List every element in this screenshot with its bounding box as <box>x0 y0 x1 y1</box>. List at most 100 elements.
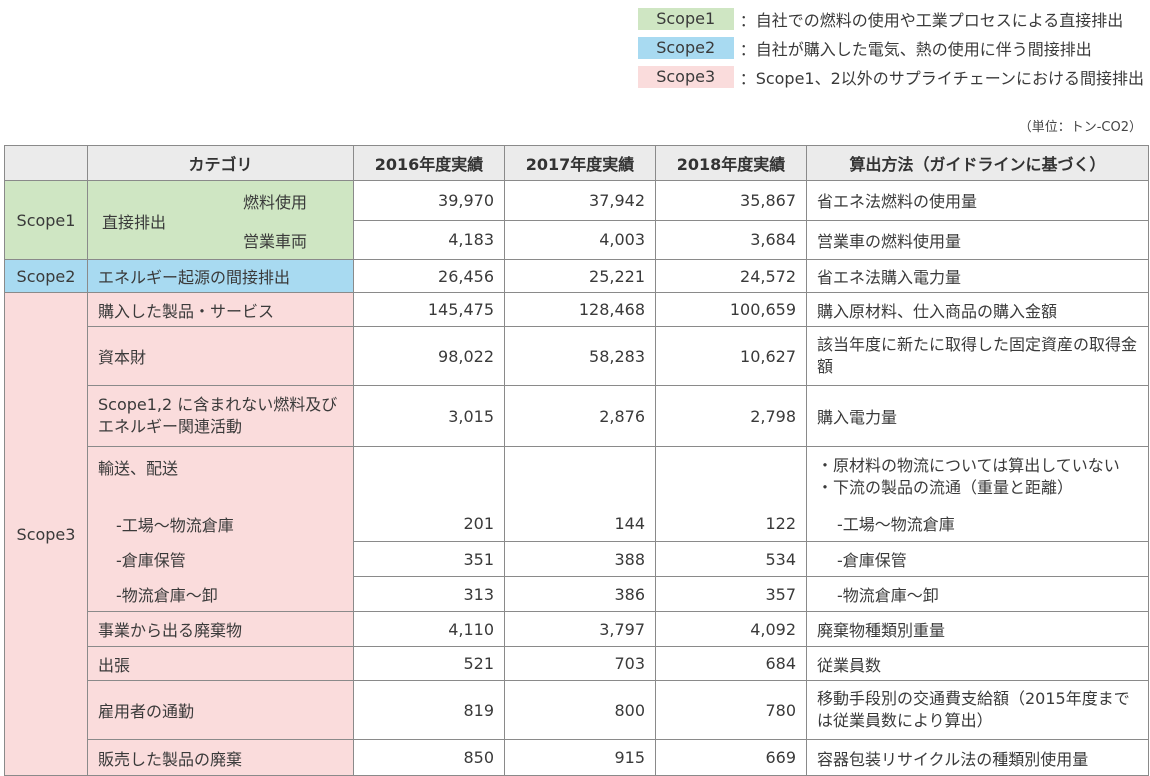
table-row: -工場～物流倉庫 201 144 122 -工場～物流倉庫 <box>5 505 1149 542</box>
legend-text-scope2: ：自社が購入した電気、熱の使用に伴う間接排出 <box>739 39 1092 59</box>
scope3-capital-2018: 10,627 <box>655 326 807 386</box>
scope3-capital-2017: 58,283 <box>504 326 656 386</box>
scope3-transport-2017-blank <box>504 446 656 506</box>
scope1-fuel-2016: 39,970 <box>353 180 505 221</box>
scope3-purchased-method: 購入原材料、仕入商品の購入金額 <box>806 292 1149 327</box>
scope2-label: Scope2 <box>4 259 88 293</box>
scope3-transport-method: ・原材料の物流については算出していない ・下流の製品の流通（重量と距離） <box>806 446 1149 506</box>
table-row: 事業から出る廃棄物 4,110 3,797 4,092 廃棄物種類別重量 <box>5 611 1149 647</box>
scope3-travel-category: 出張 <box>87 646 354 681</box>
scope3-transport-sub1: -工場～物流倉庫 <box>87 505 354 542</box>
table-row: 4,183 4,003 3,684 営業車の燃料使用量 <box>5 219 1149 260</box>
scope3-fuel-2017: 2,876 <box>504 385 656 447</box>
scope1-vehicles-method: 営業車の燃料使用量 <box>806 219 1149 260</box>
scope3-transport-category: 輸送、配送 <box>87 446 354 506</box>
scope3-transport-sub1-method: -工場～物流倉庫 <box>806 505 1149 542</box>
table-row: 資本財 98,022 58,283 10,627 該当年度に新たに取得した固定資… <box>5 326 1149 386</box>
scope1-sub-fuel: 燃料使用 <box>242 193 307 212</box>
scope3-waste-method: 廃棄物種類別重量 <box>806 611 1149 647</box>
scope3-transport-sub3-method: -物流倉庫～卸 <box>806 576 1149 612</box>
scope3-transport-sub1-2016: 201 <box>353 505 505 542</box>
scope2-2018: 24,572 <box>655 259 807 293</box>
legend-row-scope3: Scope3 ：Scope1、2以外のサプライチェーンにおける間接排出 <box>637 62 1144 91</box>
header-2018: 2018年度実績 <box>655 145 807 181</box>
scope3-transport-sub2-method: -倉庫保管 <box>806 541 1149 577</box>
scope3-transport-sub2: -倉庫保管 <box>87 541 354 577</box>
table-row: Scope1,2 に含まれない燃料及びエネルギー関連活動 3,015 2,876… <box>5 385 1149 447</box>
scope3-waste-2018: 4,092 <box>655 611 807 647</box>
scope3-commute-2017: 800 <box>504 680 656 740</box>
scope1-vehicles-2016: 4,183 <box>353 219 505 260</box>
table-row: -物流倉庫～卸 313 386 357 -物流倉庫～卸 <box>5 576 1149 612</box>
scope3-waste-category: 事業から出る廃棄物 <box>87 611 354 647</box>
scope3-transport-method-line2: ・下流の製品の流通（重量と距離） <box>817 478 1074 497</box>
scope3-capital-method: 該当年度に新たに取得した固定資産の取得金額 <box>806 326 1149 386</box>
unit-label: （単位：トン-CO2） <box>1018 120 1142 135</box>
scope3-transport-method-line1: ・原材料の物流については算出していない <box>817 456 1120 475</box>
scope2-method: 省エネ法購入電力量 <box>806 259 1149 293</box>
scope3-fuel-category: Scope1,2 に含まれない燃料及びエネルギー関連活動 <box>87 385 354 447</box>
scope3-transport-sub1-2018: 122 <box>655 505 807 542</box>
scope1-label: Scope1 <box>4 180 88 260</box>
legend-tag-scope2: Scope2 <box>637 36 734 59</box>
legend-row-scope1: Scope1 ：自社での燃料の使用や工業プロセスによる直接排出 <box>637 4 1144 33</box>
scope3-capital-category: 資本財 <box>87 326 354 386</box>
table-row: 輸送、配送 ・原材料の物流については算出していない ・下流の製品の流通（重量と距… <box>5 446 1149 506</box>
table-row: 販売した製品の廃棄 850 915 669 容器包装リサイクル法の種類別使用量 <box>5 739 1149 776</box>
scope3-travel-2016: 521 <box>353 646 505 681</box>
header-2017: 2017年度実績 <box>504 145 656 181</box>
legend-tag-scope1: Scope1 <box>637 7 734 30</box>
scope3-purchased-2017: 128,468 <box>504 292 656 327</box>
scope2-category: エネルギー起源の間接排出 <box>87 259 354 293</box>
header-corner <box>4 145 88 181</box>
table-row: 出張 521 703 684 従業員数 <box>5 646 1149 681</box>
scope3-commute-2016: 819 <box>353 680 505 740</box>
scope3-transport-sub1-2017: 144 <box>504 505 656 542</box>
scope3-waste-2016: 4,110 <box>353 611 505 647</box>
scope3-purchased-category: 購入した製品・サービス <box>87 292 354 327</box>
scope3-purchased-2018: 100,659 <box>655 292 807 327</box>
scope3-capital-2016: 98,022 <box>353 326 505 386</box>
scope1-category: 直接排出 燃料使用 営業車両 <box>87 180 354 260</box>
header-row: カテゴリ 2016年度実績 2017年度実績 2018年度実績 算出方法（ガイド… <box>4 145 1149 181</box>
scope3-waste-2017: 3,797 <box>504 611 656 647</box>
scope3-transport-2016-blank <box>353 446 505 506</box>
scope3-disposal-2017: 915 <box>504 739 656 776</box>
legend-tag-scope3: Scope3 <box>637 65 734 88</box>
table-row: Scope2 エネルギー起源の間接排出 26,456 25,221 24,572… <box>4 259 1149 293</box>
table-row: Scope1 直接排出 燃料使用 営業車両 39,970 37,942 35,8… <box>4 180 1149 260</box>
scope3-fuel-2016: 3,015 <box>353 385 505 447</box>
scope3-travel-2017: 703 <box>504 646 656 681</box>
scope3-fuel-2018: 2,798 <box>655 385 807 447</box>
scope-legend: Scope1 ：自社での燃料の使用や工業プロセスによる直接排出 Scope2 ：… <box>637 4 1144 91</box>
scope3-transport-sub3-2018: 357 <box>655 576 807 612</box>
scope3-disposal-method: 容器包装リサイクル法の種類別使用量 <box>806 739 1149 776</box>
header-category: カテゴリ <box>87 145 354 181</box>
scope3-travel-method: 従業員数 <box>806 646 1149 681</box>
scope1-fuel-2017: 37,942 <box>504 180 656 221</box>
scope3-commute-category: 雇用者の通勤 <box>87 680 354 740</box>
scope1-vehicles-2017: 4,003 <box>504 219 656 260</box>
scope3-transport-sub2-2016: 351 <box>353 541 505 577</box>
legend-text-scope3: ：Scope1、2以外のサプライチェーンにおける間接排出 <box>739 68 1144 88</box>
legend-text-scope1: ：自社での燃料の使用や工業プロセスによる直接排出 <box>739 10 1124 30</box>
scope3-purchased-2016: 145,475 <box>353 292 505 327</box>
scope1-vehicles-2018: 3,684 <box>655 219 807 260</box>
header-2016: 2016年度実績 <box>353 145 505 181</box>
scope3-disposal-2016: 850 <box>353 739 505 776</box>
scope3-label: Scope3 <box>4 292 88 776</box>
scope1-fuel-2018: 35,867 <box>655 180 807 221</box>
table-row: -倉庫保管 351 388 534 -倉庫保管 <box>5 541 1149 577</box>
legend-row-scope2: Scope2 ：自社が購入した電気、熱の使用に伴う間接排出 <box>637 33 1144 62</box>
scope3-transport-sub2-2018: 534 <box>655 541 807 577</box>
scope2-2016: 26,456 <box>353 259 505 293</box>
scope3-transport-2018-blank <box>655 446 807 506</box>
scope3-commute-method: 移動手段別の交通費支給額（2015年度までは従業員数により算出） <box>806 680 1149 740</box>
header-method: 算出方法（ガイドラインに基づく） <box>806 145 1149 181</box>
scope1-category-label: 直接排出 <box>102 213 167 232</box>
scope3-disposal-2018: 669 <box>655 739 807 776</box>
scope3-transport-sub3: -物流倉庫～卸 <box>87 576 354 612</box>
scope1-fuel-method: 省エネ法燃料の使用量 <box>806 180 1149 221</box>
scope3-transport-sub3-2017: 386 <box>504 576 656 612</box>
scope3-transport-sub3-2016: 313 <box>353 576 505 612</box>
